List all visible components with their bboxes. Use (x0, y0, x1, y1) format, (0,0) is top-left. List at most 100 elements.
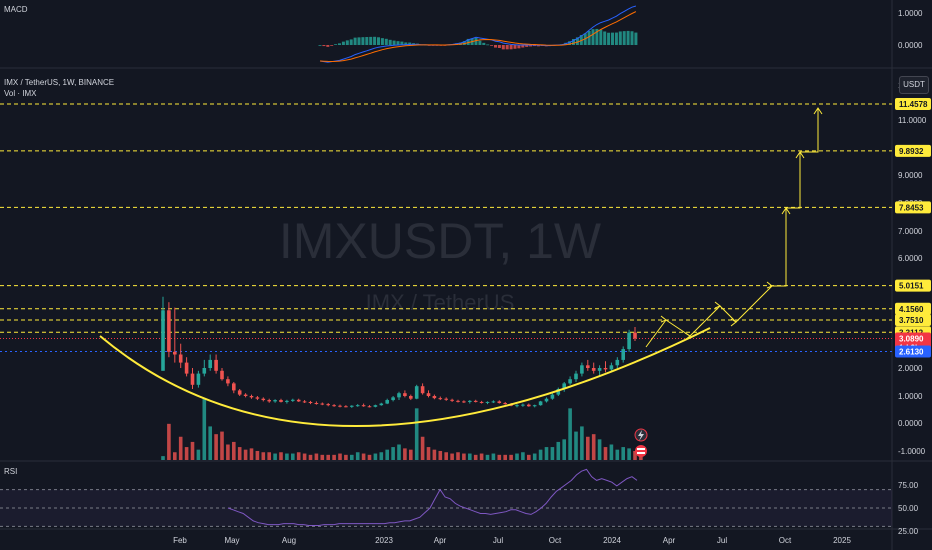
time-label: 2025 (833, 536, 851, 545)
volume-bar (385, 449, 389, 460)
volume-bar (220, 431, 224, 460)
price-tick-label: 7.0000 (898, 227, 923, 236)
time-label: Aug (282, 536, 296, 545)
level-tag (895, 201, 931, 214)
volume-bar (373, 453, 378, 460)
volume-bar (285, 453, 289, 460)
candle-body (361, 405, 366, 407)
level-tag-label: 4.1560 (899, 305, 924, 314)
macd-histogram-bar (575, 37, 579, 45)
macd-histogram-bar (579, 35, 583, 45)
macd-histogram-bar (513, 45, 517, 49)
rsi-line (227, 468, 638, 526)
candle-body (527, 404, 531, 407)
volume-bar (556, 441, 561, 460)
volume-bar (515, 453, 519, 460)
volume-bar (226, 444, 230, 460)
macd-histogram-bar (373, 36, 377, 45)
arrow-head (813, 107, 823, 115)
macd-histogram-bar (341, 41, 345, 45)
volume-bar (267, 452, 271, 460)
candle-body (249, 396, 254, 398)
volume-bar (597, 439, 602, 460)
price-tick-label: -1.0000 (898, 447, 926, 456)
volume-bar (397, 444, 401, 460)
macd-tick-label: 0.0000 (898, 41, 923, 50)
volume-bar (450, 453, 454, 460)
support-price-label: 2.6130 (899, 347, 924, 356)
volume-bar (586, 436, 590, 460)
volume-bar (379, 452, 384, 460)
rsi-indicator: 75.00 50.00 25.00 (0, 468, 919, 536)
volume-bar (184, 447, 189, 460)
macd-histogram-bar (384, 38, 388, 45)
currency-button[interactable]: USDT (899, 76, 929, 94)
macd-histogram-bar (462, 41, 466, 45)
watermark-pair: IMX / TetherUS (366, 290, 515, 315)
volume-bar (521, 452, 525, 460)
flag-icon[interactable] (635, 445, 647, 457)
volume-bar (456, 452, 460, 460)
candle-body (367, 406, 372, 408)
candle-body (515, 405, 519, 407)
candle-body (597, 368, 602, 371)
macd-histogram-bar (572, 39, 575, 45)
arrow-head (766, 281, 773, 289)
current-price-label: 3.0890 (899, 335, 924, 344)
lightning-icon[interactable] (634, 428, 648, 442)
volume-bar (178, 436, 183, 460)
candle-body (302, 401, 307, 403)
candle-body (420, 386, 425, 394)
volume-bar (296, 452, 301, 460)
macd-histogram-bar (595, 28, 599, 45)
level-tag-label: 7.8453 (899, 203, 924, 212)
macd-histogram-bar (525, 45, 529, 47)
candle-body (285, 400, 289, 402)
candle-body (586, 365, 590, 368)
volume-bar (208, 426, 212, 460)
macd-histogram-bar (345, 40, 349, 45)
drawing-annotations (99, 107, 823, 428)
candle-body (344, 406, 348, 408)
volume-bar (409, 449, 413, 460)
volume-bar (473, 454, 478, 460)
volume-bar (214, 434, 218, 460)
candle-body (232, 383, 236, 391)
volume-bar (444, 452, 448, 460)
volume-bar (367, 454, 372, 460)
candle-body (208, 359, 212, 368)
cup-curve (99, 327, 711, 428)
macd-histogram-bar (369, 36, 373, 45)
candle-body (391, 397, 395, 401)
macd-histogram-bar (380, 38, 384, 45)
candle-body (409, 396, 413, 399)
macd-histogram-bar (630, 31, 634, 45)
volume-bar (615, 449, 620, 460)
candle-body (184, 362, 189, 374)
volume-bar (249, 448, 254, 460)
volume-bar (314, 453, 319, 460)
rsi-tick-label: 75.00 (898, 481, 919, 490)
price-tick-label: 2.0000 (898, 364, 923, 373)
candle-body (373, 405, 378, 407)
volume-bar (627, 448, 631, 460)
watermark-symbol: IMXUSDT, 1W (279, 213, 602, 269)
time-axis-labels: Feb May Aug 2023 Apr Jul Oct 2024 Apr Jul Oct 2025 (173, 536, 851, 545)
candle-body (220, 370, 224, 380)
volume-bar (438, 450, 443, 460)
candle-body (237, 390, 242, 395)
volume-bar (391, 447, 395, 460)
candle-body (544, 398, 549, 402)
time-label: Oct (779, 536, 792, 545)
price-tick-label: 1.0000 (898, 392, 923, 401)
level-tag-label: 3.7510 (899, 316, 924, 325)
macd-histogram-bar (338, 43, 341, 45)
volume-bar (173, 452, 177, 460)
candle-body (538, 401, 543, 406)
candle-body (308, 401, 313, 404)
candle-body (485, 401, 490, 403)
volume-bars (161, 398, 643, 460)
macd-indicator: 1.0000 0.0000 (318, 5, 923, 63)
horizontal-levels (0, 103, 892, 352)
